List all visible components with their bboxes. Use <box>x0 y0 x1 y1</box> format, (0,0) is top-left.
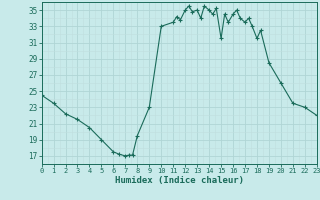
X-axis label: Humidex (Indice chaleur): Humidex (Indice chaleur) <box>115 176 244 185</box>
